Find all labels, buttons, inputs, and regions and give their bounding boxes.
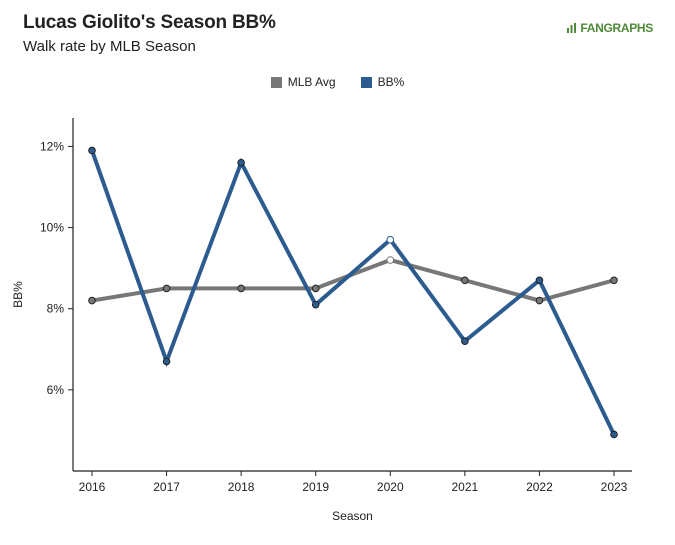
- data-point-mlb-avg: [88, 296, 96, 305]
- x-tick-label: 2020: [377, 480, 404, 494]
- data-point-bb: [535, 276, 544, 285]
- legend-swatch-mlb-avg: [270, 76, 282, 88]
- fangraphs-logo: FANGRAPHS: [566, 21, 653, 35]
- chart-legend: MLB Avg BB%: [0, 75, 675, 89]
- data-point-mlb-avg: [386, 256, 395, 264]
- data-point-bb: [311, 300, 320, 309]
- y-tick-label: 10%: [40, 221, 64, 235]
- data-point-bb: [88, 146, 96, 155]
- data-point-bb: [162, 357, 171, 366]
- x-tick-label: 2021: [452, 480, 479, 494]
- data-point-bb: [610, 430, 618, 439]
- chart-lines: [90, 148, 616, 437]
- y-axis-title: BB%: [11, 281, 25, 308]
- x-axis-title: Season: [332, 509, 373, 523]
- chart-axes: 6% 8% 10% 12% 2016 2017 2018 2019 2020 2021 2022 20…: [40, 118, 632, 494]
- data-point-bb: [386, 235, 395, 244]
- data-point-mlb-avg: [162, 284, 171, 293]
- data-point-bb: [237, 158, 245, 167]
- x-tick-label: 2022: [526, 480, 553, 494]
- data-point-mlb-avg: [535, 296, 544, 305]
- legend-item-mlb-avg: MLB Avg: [270, 75, 336, 89]
- data-point-bb: [461, 337, 469, 345]
- legend-label-mlb-avg: MLB Avg: [287, 75, 336, 89]
- chart-points: [88, 146, 618, 439]
- data-point-mlb-avg: [610, 276, 618, 285]
- x-tick-label: 2016: [79, 480, 106, 494]
- series-line-bb: [90, 148, 616, 437]
- x-tick-label: 2019: [302, 480, 329, 494]
- legend-label-bb-pct: BB%: [377, 75, 405, 89]
- data-point-mlb-avg: [311, 284, 320, 293]
- fangraphs-logo-text: FANGRAPHS: [580, 21, 653, 35]
- x-tick-label: 2017: [153, 480, 180, 494]
- data-point-mlb-avg: [461, 276, 469, 285]
- y-tick-label: 8%: [47, 302, 65, 316]
- y-tick-label: 6%: [47, 383, 65, 397]
- x-tick-label: 2023: [601, 480, 628, 494]
- data-point-mlb-avg: [237, 284, 245, 293]
- legend-swatch-bb-pct: [360, 76, 372, 88]
- x-tick-label: 2018: [228, 480, 255, 494]
- legend-item-bb-pct: BB%: [360, 75, 405, 89]
- chart-title: Lucas Giolito's Season BB%: [23, 12, 276, 33]
- fangraphs-logo-icon: [567, 23, 577, 33]
- chart-subtitle: Walk rate by MLB Season: [23, 38, 196, 55]
- y-tick-label: 12%: [40, 139, 64, 153]
